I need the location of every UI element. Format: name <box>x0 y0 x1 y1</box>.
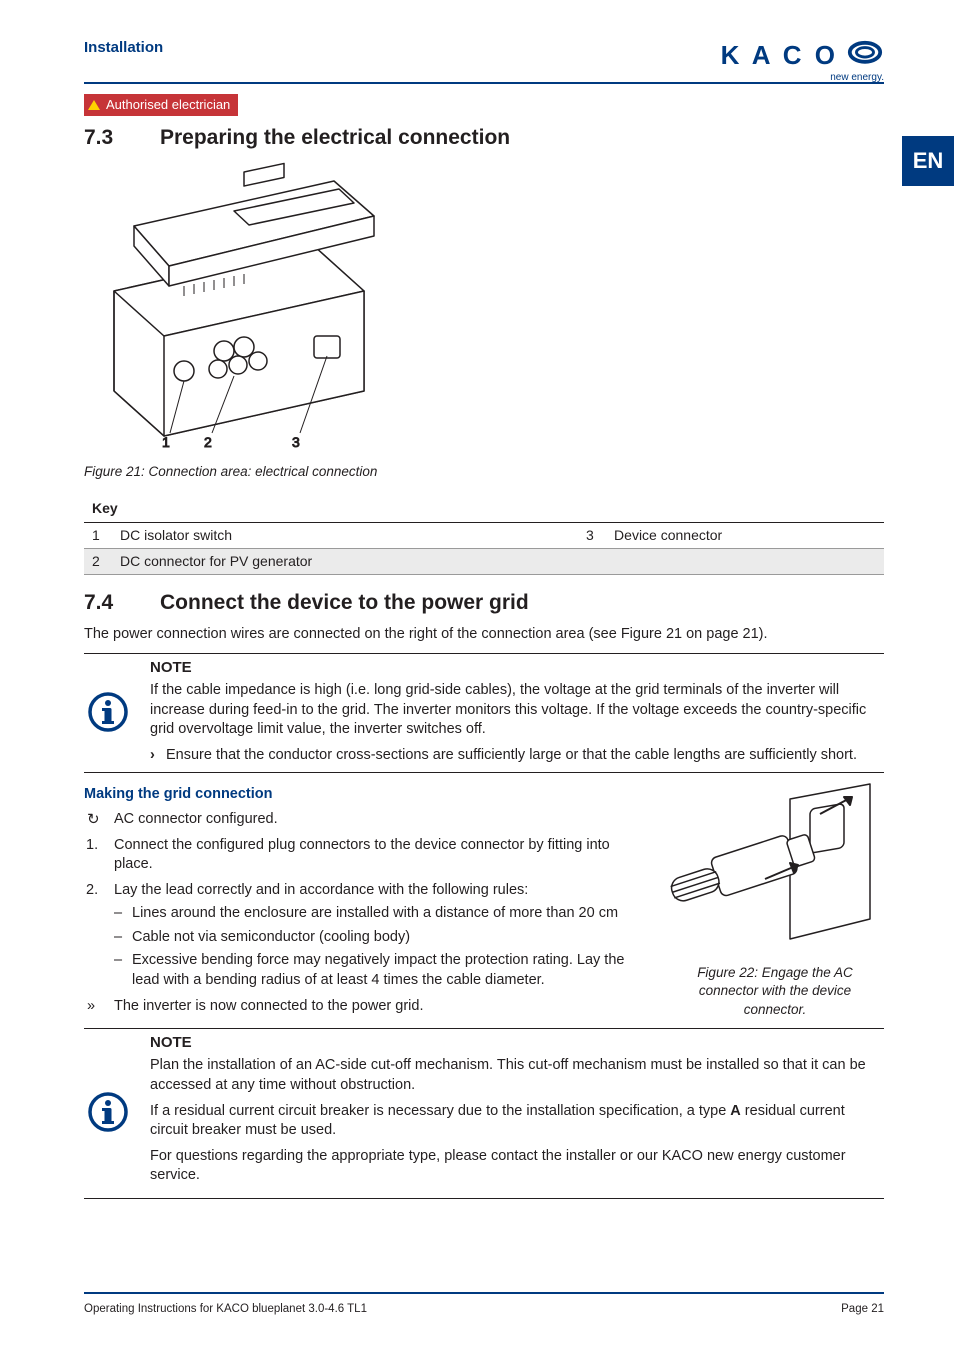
qualification-badge-row: Authorised electrician <box>84 94 884 116</box>
section-title: Connect the device to the power grid <box>160 589 529 617</box>
divider <box>84 1198 884 1199</box>
figure-21-diagram: 1 2 3 <box>84 161 884 458</box>
section-7-3-heading: 7.3 Preparing the electrical connection <box>84 124 884 152</box>
logo-subtitle: new energy. <box>721 71 884 85</box>
warning-triangle-icon <box>88 100 100 110</box>
figure-21-caption: Figure 21: Connection area: electrical c… <box>84 463 884 481</box>
header-section-title: Installation <box>84 38 163 58</box>
list-item: Excessive bending force may negatively i… <box>114 951 648 990</box>
svg-text:3: 3 <box>292 434 300 450</box>
badge-label: Authorised electrician <box>106 96 230 114</box>
note-body: If the cable impedance is high (i.e. lon… <box>150 681 884 740</box>
note-p2: If a residual current circuit breaker is… <box>150 1102 884 1141</box>
note-title: NOTE <box>150 1033 884 1053</box>
page-header: Installation K A C O new energy. <box>84 38 884 80</box>
section-number: 7.3 <box>84 124 128 152</box>
procedure-block: Making the grid connection AC connector … <box>84 779 884 1023</box>
note-title: NOTE <box>150 658 884 678</box>
footer-right: Page 21 <box>841 1302 884 1318</box>
svg-text:2: 2 <box>204 434 212 450</box>
figure-22: Figure 22: Engage the AC connector with … <box>666 779 884 1023</box>
step-item: Lay the lead correctly and in accordance… <box>84 881 648 991</box>
table-row: 2 DC connector for PV generator <box>84 549 884 575</box>
note-block-1: NOTE If the cable impedance is high (i.e… <box>84 658 884 766</box>
key-header: Key <box>84 495 884 522</box>
list-item: Lines around the enclosure are installed… <box>114 904 648 924</box>
note-content: NOTE Plan the installation of an AC-side… <box>150 1033 884 1192</box>
procedure-steps: Making the grid connection AC connector … <box>84 779 648 1023</box>
language-tab: EN <box>902 136 954 186</box>
section-intro: The power connection wires are connected… <box>84 625 884 645</box>
section-title: Preparing the electrical connection <box>160 124 510 152</box>
note-content: NOTE If the cable impedance is high (i.e… <box>150 658 884 766</box>
divider <box>84 1028 884 1029</box>
note-p1: Plan the installation of an AC-side cut-… <box>150 1056 884 1095</box>
precondition-item: AC connector configured. <box>84 810 648 830</box>
info-icon <box>84 1033 132 1192</box>
authorised-electrician-badge: Authorised electrician <box>84 94 238 116</box>
divider <box>84 653 884 654</box>
table-row: 1 DC isolator switch 3 Device connector <box>84 523 884 549</box>
footer-left: Operating Instructions for KACO blueplan… <box>84 1302 367 1318</box>
list-item: Ensure that the conductor cross-sections… <box>150 746 884 766</box>
brand-logo: K A C O new energy. <box>721 38 884 85</box>
logo-swirl-icon <box>846 39 884 65</box>
note-bullet-list: Ensure that the conductor cross-sections… <box>150 746 884 766</box>
logo-text: K A C O <box>721 40 838 70</box>
info-icon <box>84 658 132 766</box>
key-table: Key 1 DC isolator switch 3 Device connec… <box>84 495 884 575</box>
step-item: Connect the configured plug connectors t… <box>84 836 648 875</box>
svg-text:1: 1 <box>162 434 170 450</box>
section-number: 7.4 <box>84 589 128 617</box>
result-item: The inverter is now connected to the pow… <box>84 997 648 1017</box>
list-item: Cable not via semiconductor (cooling bod… <box>114 928 648 948</box>
note-block-2: NOTE Plan the installation of an AC-side… <box>84 1033 884 1192</box>
figure-22-caption: Figure 22: Engage the AC connector with … <box>666 964 884 1019</box>
section-7-4-heading: 7.4 Connect the device to the power grid <box>84 589 884 617</box>
divider <box>84 772 884 773</box>
note-p3: For questions regarding the appropriate … <box>150 1147 884 1186</box>
page-footer: Operating Instructions for KACO blueplan… <box>84 1292 884 1318</box>
procedure-title: Making the grid connection <box>84 785 648 805</box>
